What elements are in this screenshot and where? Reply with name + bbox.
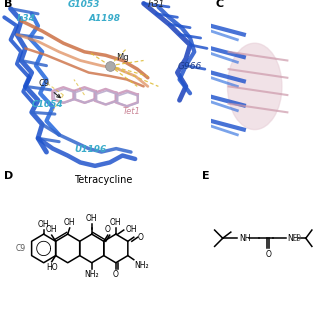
- Text: OH: OH: [46, 225, 58, 234]
- Text: U1196: U1196: [74, 145, 106, 154]
- Text: NH₂: NH₂: [134, 261, 148, 270]
- Text: OH: OH: [64, 218, 76, 227]
- Text: C: C: [216, 0, 224, 9]
- Ellipse shape: [228, 43, 282, 130]
- Text: h34: h34: [17, 14, 36, 23]
- Text: C9: C9: [16, 244, 26, 253]
- Text: OH: OH: [110, 218, 122, 227]
- Text: OH: OH: [126, 225, 137, 234]
- Text: O: O: [113, 270, 119, 279]
- Text: NH: NH: [239, 234, 251, 243]
- Text: C9: C9: [292, 234, 302, 243]
- Text: G1053: G1053: [68, 0, 100, 9]
- Text: OH: OH: [86, 214, 98, 223]
- Text: E: E: [203, 171, 210, 181]
- Text: O: O: [105, 225, 111, 234]
- Text: NH: NH: [288, 234, 299, 243]
- Text: Tetracycline: Tetracycline: [74, 175, 132, 185]
- Text: h31: h31: [148, 0, 165, 9]
- Text: OH: OH: [38, 220, 50, 229]
- Text: B: B: [4, 0, 12, 9]
- Text: Tet1: Tet1: [123, 107, 140, 116]
- Text: G966: G966: [177, 62, 202, 71]
- Text: Mg: Mg: [116, 53, 129, 62]
- Text: C9: C9: [38, 79, 60, 98]
- Text: NH₂: NH₂: [84, 270, 99, 279]
- Text: A1198: A1198: [89, 14, 121, 23]
- Text: O: O: [265, 251, 271, 260]
- Text: C1054: C1054: [32, 100, 63, 109]
- Text: HO: HO: [46, 263, 58, 272]
- Text: O: O: [138, 233, 144, 242]
- Text: D: D: [4, 171, 13, 181]
